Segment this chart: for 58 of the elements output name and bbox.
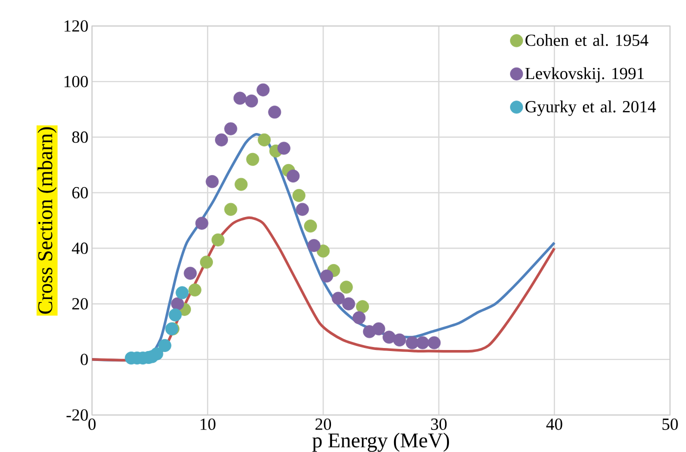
point [332, 292, 345, 305]
point [268, 106, 282, 119]
point [342, 297, 356, 310]
point [206, 175, 219, 188]
legend-label: Gyurky et al. 2014 [526, 100, 656, 116]
point [393, 333, 406, 346]
point [224, 202, 238, 216]
x-tick-label: 10 [200, 418, 216, 430]
point [304, 220, 317, 233]
point [246, 152, 260, 166]
point [286, 170, 300, 183]
point [372, 322, 386, 336]
x-tick-label: 0 [88, 418, 96, 430]
point [150, 347, 164, 360]
point [256, 83, 270, 96]
point [416, 336, 430, 350]
point [200, 256, 213, 269]
x-axis-title: p Energy (MeV) [312, 432, 450, 452]
point [296, 202, 309, 216]
x-tick-label: 30 [431, 418, 447, 430]
point [316, 244, 330, 258]
point [195, 216, 208, 230]
point [212, 233, 225, 246]
point [168, 308, 182, 322]
point [224, 122, 238, 136]
point [428, 336, 441, 350]
point [320, 270, 334, 283]
point [184, 266, 197, 280]
point [382, 330, 396, 344]
y-tick-label: 100 [64, 76, 88, 88]
y-tick-label: 80 [72, 131, 88, 143]
point [233, 92, 246, 105]
point [158, 339, 172, 352]
y-axis-title: Cross Section (mbarn) [38, 127, 57, 314]
y-tick-label: 20 [72, 298, 88, 310]
y-tick-label: -20 [66, 409, 88, 421]
point [188, 283, 202, 296]
x-tick-label: 50 [662, 418, 678, 430]
point [171, 297, 184, 310]
point [234, 178, 248, 191]
point [292, 188, 306, 202]
y-tick-label: 40 [72, 242, 88, 254]
point [352, 311, 366, 324]
legend-label: Levkovskij. 1991 [525, 67, 644, 83]
point [245, 94, 258, 108]
legend-label: Cohen et al. 1954 [526, 34, 648, 46]
x-tick-label: 40 [546, 418, 562, 430]
point [356, 300, 370, 314]
point [214, 133, 228, 146]
point [307, 238, 320, 252]
point [277, 142, 290, 155]
point [340, 280, 353, 294]
point [176, 286, 189, 300]
y-tick-label: 0 [80, 354, 88, 366]
y-tick-label: 60 [72, 186, 88, 198]
y-tick-label: 120 [64, 20, 88, 32]
point [258, 133, 271, 146]
x-tick-label: 20 [315, 418, 332, 430]
